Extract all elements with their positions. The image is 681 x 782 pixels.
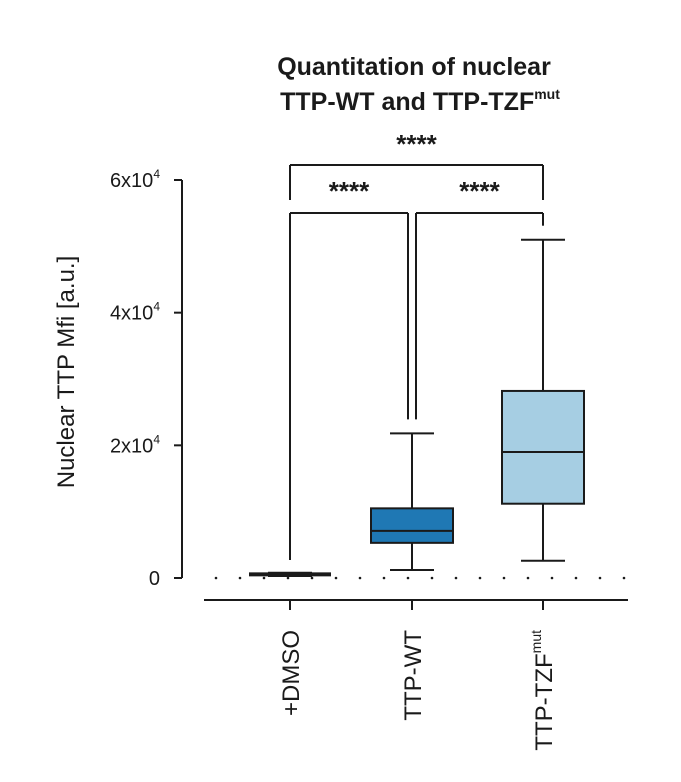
- y-tick-label-base-2: 4x10: [110, 303, 153, 325]
- box-0: [249, 572, 331, 577]
- y-tick-label-exp-2: 4: [153, 300, 160, 314]
- chart-title-line1: Quantitation of nuclear: [277, 53, 551, 81]
- zero-dot: [454, 576, 458, 580]
- y-tick-label-0: 0: [149, 568, 160, 590]
- zero-dot: [334, 576, 338, 580]
- box-2: [501, 389, 585, 505]
- box-1: [370, 507, 454, 544]
- zero-dot: [214, 576, 218, 580]
- x-category-label-base-0: +DMSO: [278, 630, 305, 716]
- x-category-label-base-2: TTP-TZF: [531, 653, 558, 750]
- y-tick-label-base-1: 2x10: [110, 435, 153, 457]
- x-category-label-0: +DMSO: [278, 630, 305, 716]
- zero-dot: [478, 576, 482, 580]
- zero-dot: [430, 576, 434, 580]
- zero-dot: [550, 576, 554, 580]
- zero-dot: [358, 576, 362, 580]
- y-tick-label-base-0: 0: [149, 568, 160, 590]
- y-tick-label-exp-1: 4: [153, 432, 160, 446]
- zero-dot: [286, 576, 290, 580]
- zero-dot: [502, 576, 506, 580]
- sig-bracket-dmso-tzf-label: ****: [396, 129, 437, 159]
- sig-bracket-wt-tzf-label: ****: [459, 176, 500, 206]
- x-category-label-base-1: TTP-WT: [400, 630, 427, 721]
- zero-dot: [262, 576, 266, 580]
- zero-dot: [238, 576, 242, 580]
- chart-title-line2: TTP-WT and TTP-TZFmut: [280, 86, 560, 116]
- zero-dot: [382, 576, 386, 580]
- x-category-label-sup-2: mut: [528, 630, 544, 653]
- y-axis-title: Nuclear TTP Mfi [a.u.]: [53, 256, 80, 489]
- zero-dot: [406, 576, 410, 580]
- zero-dot: [310, 576, 314, 580]
- zero-dot: [526, 576, 530, 580]
- y-tick-label-2: 4x104: [110, 300, 160, 325]
- y-tick-label-base-3: 6x10: [110, 170, 153, 192]
- y-tick-label-1: 2x104: [110, 432, 160, 457]
- zero-dot: [622, 576, 626, 580]
- zero-dot: [598, 576, 602, 580]
- sig-bracket-dmso-wt-label: ****: [329, 176, 370, 206]
- y-tick-label-3: 6x104: [110, 167, 160, 192]
- y-tick-label-exp-3: 4: [153, 167, 160, 181]
- x-category-label-1: TTP-WT: [400, 630, 427, 721]
- chart-title-line2-main: TTP-WT and TTP-TZF: [280, 88, 534, 116]
- zero-dot: [574, 576, 578, 580]
- chart-title-line2-sup: mut: [534, 86, 560, 102]
- x-category-label-2: TTP-TZFmut: [528, 630, 558, 751]
